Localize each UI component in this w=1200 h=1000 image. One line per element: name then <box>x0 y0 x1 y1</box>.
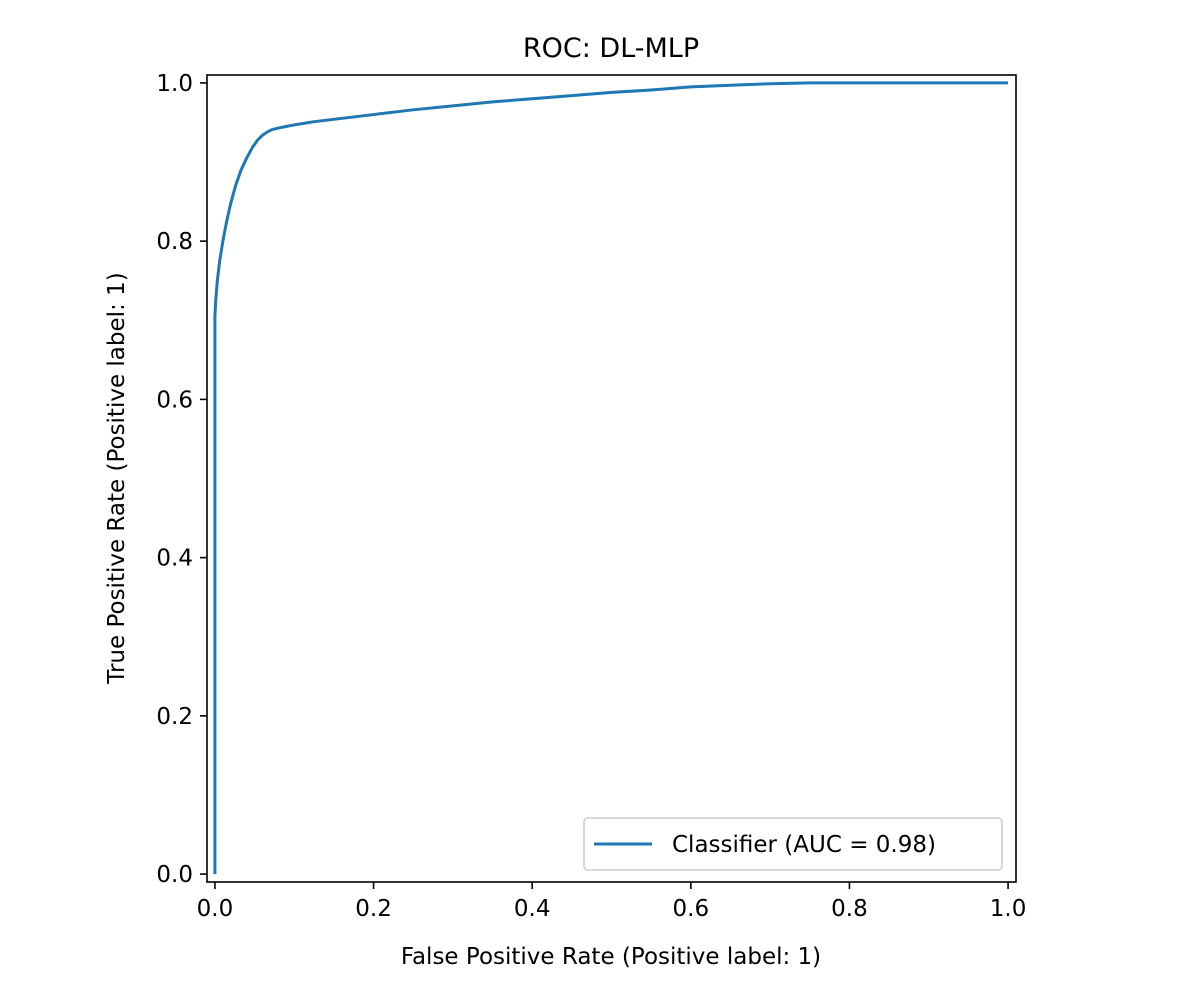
legend-box <box>583 817 1003 871</box>
y-tick-label: 0.0 <box>156 862 193 888</box>
x-tick-label: 0.0 <box>197 896 234 922</box>
y-tick-label: 0.4 <box>156 546 193 572</box>
legend-entry-label: Classifier (AUC = 0.98) <box>672 832 936 858</box>
y-tick-label: 0.8 <box>156 229 193 255</box>
x-axis-label: False Positive Rate (Positive label: 1) <box>401 944 821 970</box>
y-tick-label: 0.2 <box>156 704 193 730</box>
x-tick-label: 0.6 <box>673 896 710 922</box>
x-tick-label: 1.0 <box>990 896 1027 922</box>
plot-frame <box>206 74 1017 883</box>
x-axis-ticks: 0.0 0.2 0.4 0.6 0.8 1.0 <box>197 882 1027 922</box>
curve-layer <box>213 81 1009 875</box>
y-tick-label: 1.0 <box>156 71 193 97</box>
y-tick-label: 0.6 <box>156 387 193 413</box>
x-tick-label: 0.8 <box>831 896 868 922</box>
chart-title: ROC: DL-MLP <box>523 33 699 64</box>
y-axis-label: True Positive Rate (Positive label: 1) <box>104 272 130 684</box>
x-tick-label: 0.2 <box>355 896 392 922</box>
x-tick-label: 0.4 <box>514 896 551 922</box>
roc-curve <box>213 81 1009 875</box>
y-axis-ticks: 0.0 0.2 0.4 0.6 0.8 1.0 <box>156 71 207 888</box>
legend: Classifier (AUC = 0.98) <box>583 817 1003 871</box>
